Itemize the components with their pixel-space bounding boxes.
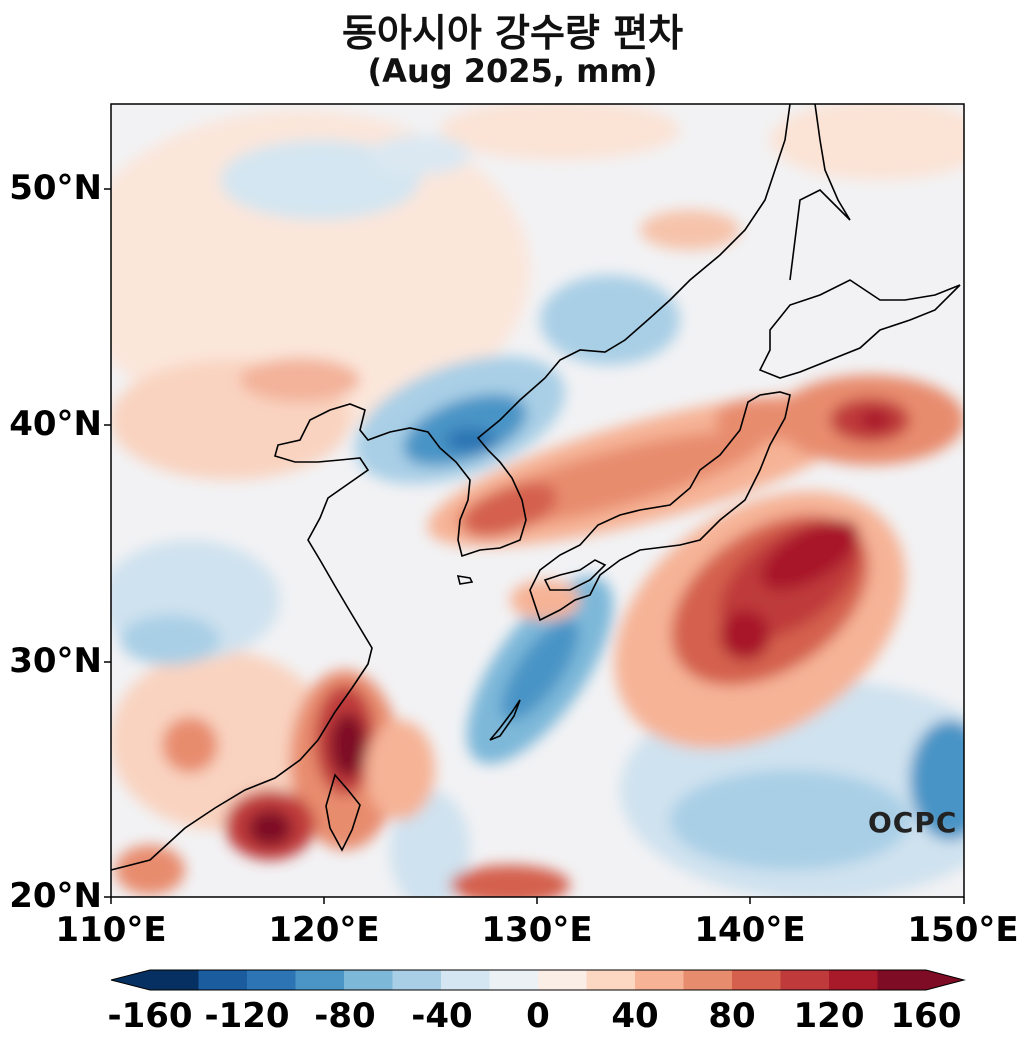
chart-subtitle: (Aug 2025, mm)	[367, 52, 658, 90]
colorbar-segment	[829, 970, 878, 990]
lon-tick-label: 130°E	[481, 910, 593, 950]
colorbar-tick-label: 120	[793, 996, 865, 1036]
ocpc-logo: OCPC	[868, 806, 958, 839]
anomaly-field	[111, 104, 964, 897]
colorbar-segment	[198, 970, 248, 990]
colorbar-segment	[344, 970, 393, 990]
colorbar-tick-label: -120	[204, 996, 290, 1036]
chart-title: 동아시아 강수량 편차	[341, 11, 684, 55]
colorbar-segment	[247, 970, 296, 990]
lon-tick-label: 110°E	[55, 910, 167, 950]
lon-tick-label: 140°E	[694, 910, 806, 950]
colorbar-tick-label: 160	[890, 996, 962, 1036]
colorbar-tick-label: -40	[411, 996, 473, 1036]
colorbar-segment	[780, 970, 830, 990]
colorbar-tick-label: -160	[107, 996, 193, 1036]
colorbar-segment	[683, 970, 733, 990]
colorbar-tick-label: -80	[314, 996, 376, 1036]
colorbar-extend-max	[926, 970, 964, 990]
lat-tick-label: 30°N	[9, 641, 102, 681]
colorbar-segment	[538, 970, 587, 990]
colorbar-segment	[441, 970, 490, 990]
colorbar-outline	[110, 969, 966, 991]
colorbar-segment	[489, 970, 539, 990]
lat-tick-label: 40°N	[9, 404, 102, 444]
colorbar-segment	[732, 970, 781, 990]
colorbar-segment	[150, 970, 199, 990]
lat-tick-label: 20°N	[9, 876, 102, 916]
colorbar-tick-label: 80	[708, 996, 756, 1036]
colorbar-tick-label: 40	[611, 996, 659, 1036]
colorbar-segment	[877, 970, 927, 990]
lat-tick-label: 50°N	[9, 168, 102, 208]
lon-tick-label: 120°E	[268, 910, 380, 950]
colorbar	[110, 969, 966, 991]
axis-ticks	[104, 188, 965, 904]
colorbar-segment	[635, 970, 684, 990]
colorbar-segment	[295, 970, 345, 990]
colorbar-extend-min	[111, 970, 150, 990]
colorbar-segment	[586, 970, 636, 990]
lon-tick-label: 150°E	[907, 910, 1019, 950]
coastlines	[110, 103, 961, 871]
colorbar-segment	[392, 970, 442, 990]
colorbar-tick-label: 0	[526, 996, 550, 1036]
